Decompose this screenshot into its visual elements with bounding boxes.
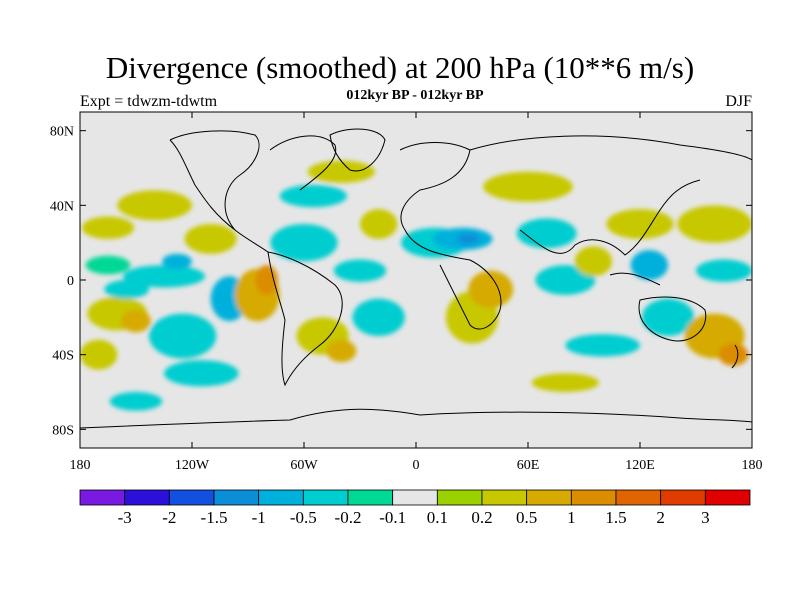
colorbar-swatch	[302, 489, 349, 506]
colorbar-swatch	[436, 489, 483, 506]
colorbar-label: 2	[656, 508, 665, 527]
divergence-field	[80, 160, 752, 411]
field-region-40	[531, 373, 599, 392]
field-region-32	[606, 209, 674, 239]
lat-tick-label: 80S	[52, 423, 74, 438]
colorbar-swatch	[481, 489, 528, 506]
field-region-28	[483, 171, 573, 202]
lat-tick-label: 40S	[52, 349, 74, 364]
field-region-6	[117, 190, 192, 221]
colorbar-label: -0.1	[379, 508, 406, 527]
field-region-8	[162, 253, 192, 269]
colorbar-label: 1	[567, 508, 576, 527]
field-region-21	[352, 298, 405, 337]
lon-tick-label: 0	[413, 458, 420, 473]
colorbar-swatch	[258, 489, 304, 506]
chart-title: Divergence (smoothed) at 200 hPa (10**6 …	[105, 50, 695, 85]
field-region-33	[630, 250, 668, 280]
field-region-41	[109, 392, 163, 411]
field-region-25	[457, 233, 480, 245]
field-region-35	[677, 205, 752, 243]
field-region-31	[574, 246, 612, 277]
colorbar-label: 0.2	[471, 508, 492, 527]
field-region-1	[85, 255, 131, 275]
colorbar-label: -2	[162, 508, 176, 527]
field-region-18	[279, 184, 347, 208]
field-region-3	[121, 309, 151, 333]
field-region-39	[565, 334, 641, 357]
lon-tick-label: 60E	[517, 458, 540, 473]
field-region-29	[516, 218, 577, 249]
field-region-30	[535, 265, 596, 295]
colorbar-swatch	[168, 489, 215, 506]
field-region-36	[696, 259, 752, 282]
lat-tick-label: 0	[67, 274, 74, 289]
lat-tick-label: 40N	[50, 199, 74, 214]
colorbar-swatch	[660, 489, 706, 506]
colorbar-swatch	[213, 489, 260, 506]
colorbar-swatch	[347, 489, 394, 506]
lon-tick-label: 120W	[175, 458, 210, 473]
colorbar-swatch	[392, 489, 438, 506]
colorbar-label: 3	[701, 508, 710, 527]
lon-tick-label: 60W	[290, 458, 318, 473]
colorbar-label: -3	[118, 508, 132, 527]
colorbar-label: -0.2	[335, 508, 362, 527]
colorbar-label: 1.5	[605, 508, 626, 527]
colorbar-label: 0.5	[516, 508, 537, 527]
longitude-axis: 180 120W 60W 0 60E 120E 180	[70, 112, 763, 473]
field-region-10	[164, 360, 239, 387]
lat-tick-label: 80N	[50, 125, 74, 140]
colorbar-swatch	[704, 489, 751, 506]
lon-tick-label: 120E	[625, 458, 655, 473]
field-region-15	[270, 224, 338, 262]
colorbar-label: -0.5	[290, 508, 317, 527]
field-region-20	[333, 259, 387, 282]
field-region-34	[641, 298, 695, 337]
lon-tick-label: 180	[70, 458, 91, 473]
colorbar-swatch	[526, 489, 572, 506]
colorbar-swatch	[570, 489, 617, 506]
field-region-14	[255, 265, 278, 295]
lon-tick-label: 180	[742, 458, 763, 473]
field-region-4	[80, 339, 118, 370]
field-region-17	[326, 339, 357, 363]
field-region-19	[307, 160, 375, 183]
colorbar-swatch	[615, 489, 662, 506]
field-region-0	[81, 216, 135, 239]
colorbar: -3 -2 -1.5 -1 -0.5 -0.2 -0.1 0.1 0.2 0.5 1 1.5 2 3	[79, 489, 751, 527]
colorbar-label: -1	[252, 508, 266, 527]
colorbar-swatch	[124, 489, 170, 506]
colorbar-swatch	[79, 489, 126, 506]
field-region-7	[122, 265, 206, 288]
field-region-22	[360, 209, 398, 239]
coastlines	[80, 128, 752, 429]
field-region-11	[184, 224, 237, 254]
chart-subtitle: 012kyr BP - 012kyr BP	[346, 88, 484, 103]
colorbar-label: -1.5	[201, 508, 228, 527]
field-region-9	[149, 313, 217, 359]
field-region-27	[468, 270, 514, 309]
latitude-axis: 80N 40N 0 40S 80S	[50, 125, 752, 438]
experiment-label: Expt = tdwzm-tdwtm	[80, 93, 218, 110]
season-label: DJF	[725, 93, 752, 110]
colorbar-label: 0.1	[427, 508, 448, 527]
field-region-38	[718, 343, 749, 366]
